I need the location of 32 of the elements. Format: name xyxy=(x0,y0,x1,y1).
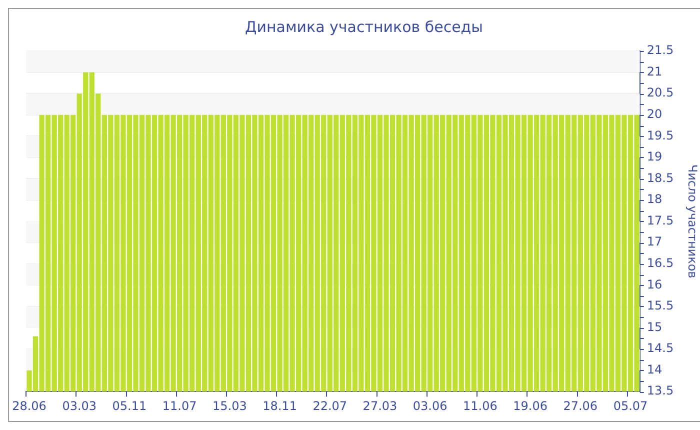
y-tick-label: 20.5 xyxy=(646,86,674,100)
x-tick-label: 27.06 xyxy=(563,398,598,413)
y-tick-label: 14.5 xyxy=(646,341,674,356)
y-tick-label: 18 xyxy=(646,192,662,206)
x-tick-label: 15.03 xyxy=(212,398,247,413)
y-tick-label: 17.5 xyxy=(646,213,674,228)
y-tick-label: 20 xyxy=(646,106,662,121)
x-tick-label: 19.06 xyxy=(513,398,548,413)
y-tick-label: 15 xyxy=(646,320,662,334)
x-tick-label: 05.07 xyxy=(613,398,648,413)
y-tick-label: 13.5 xyxy=(646,384,674,398)
y-tick-label: 15.5 xyxy=(646,298,674,313)
y-tick-label: 16 xyxy=(646,277,662,292)
y-tick-label: 17 xyxy=(646,234,662,249)
y-tick-label: 16.5 xyxy=(646,256,674,270)
y-tick-label: 18.5 xyxy=(646,170,674,185)
chart-title: Динамика участников беседы xyxy=(244,18,484,36)
x-tick-label: 18.11 xyxy=(262,398,297,413)
x-tick-label: 03.03 xyxy=(62,398,97,413)
x-tick-label: 11.06 xyxy=(463,398,498,413)
y-tick-label: 21 xyxy=(646,64,662,78)
x-tick-label: 27.03 xyxy=(362,398,398,413)
y-tick-label: 14 xyxy=(646,362,662,376)
y-axis-title: Число участников xyxy=(686,164,700,278)
x-tick-label: 03.06 xyxy=(412,398,448,413)
x-tick-label: 11.07 xyxy=(162,398,197,413)
y-tick-label: 19 xyxy=(646,150,662,164)
x-tick-label: 28.06 xyxy=(12,398,46,413)
x-tick-label: 22.07 xyxy=(312,398,348,413)
y-tick-label: 19.5 xyxy=(646,128,674,142)
y-tick-label: 21.5 xyxy=(646,43,674,58)
x-tick-label: 05.11 xyxy=(112,398,147,413)
